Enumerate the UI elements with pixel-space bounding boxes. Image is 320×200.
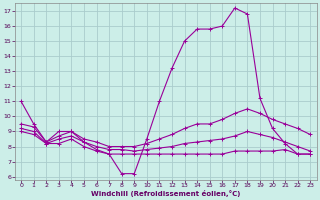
X-axis label: Windchill (Refroidissement éolien,°C): Windchill (Refroidissement éolien,°C) (91, 190, 240, 197)
